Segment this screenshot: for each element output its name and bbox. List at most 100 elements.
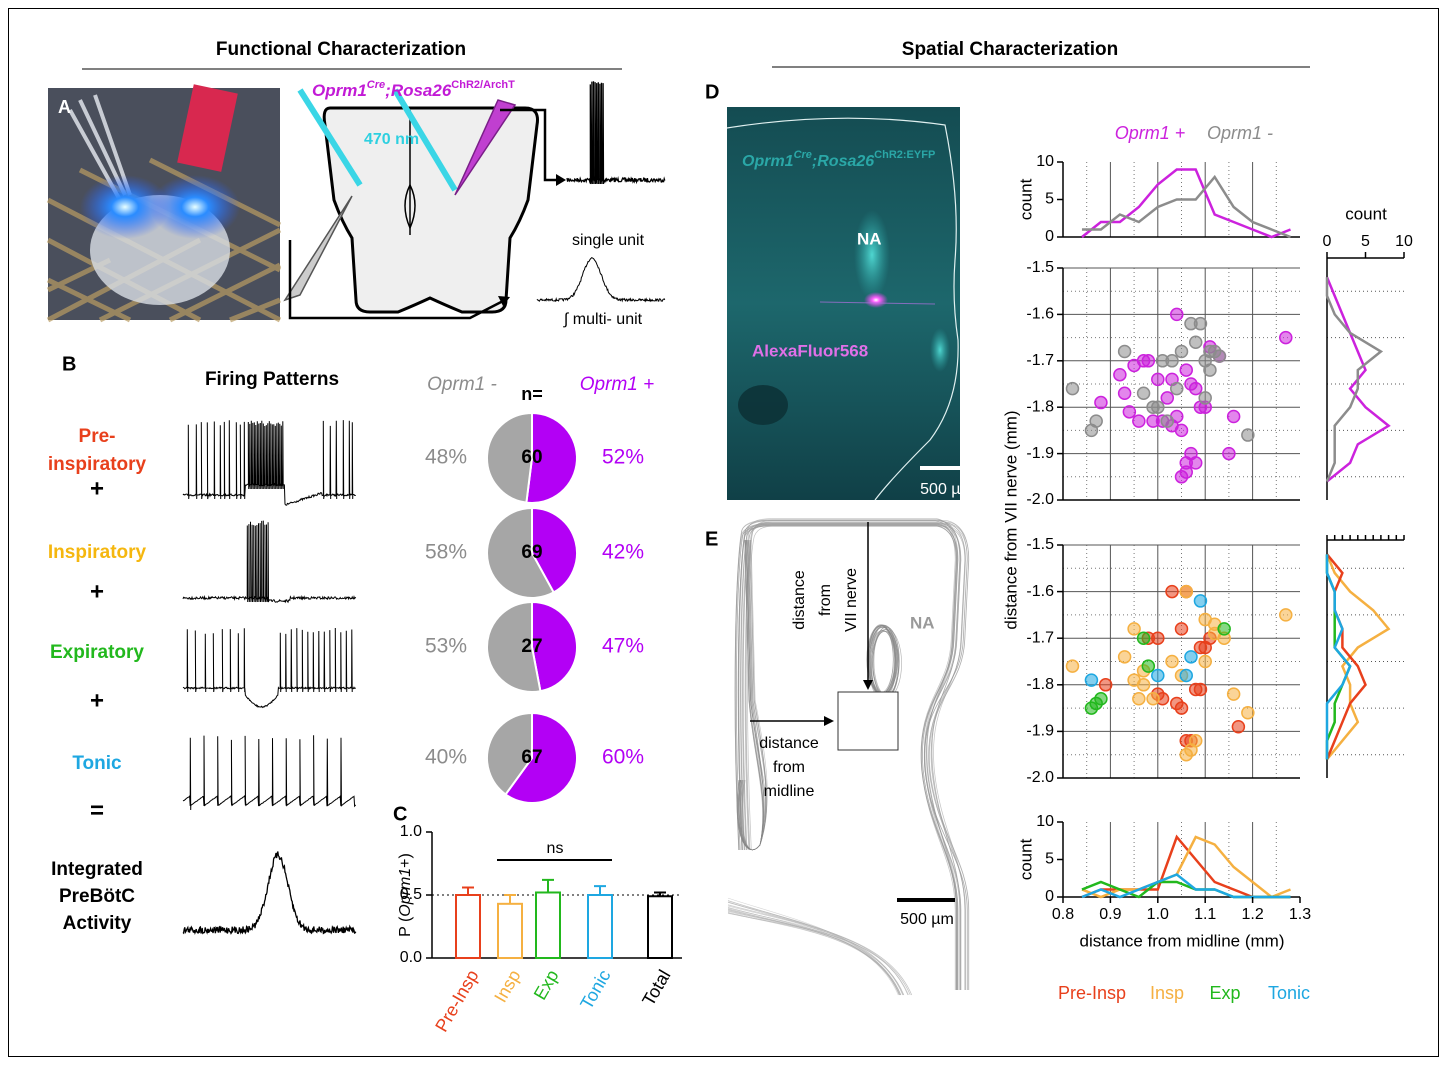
- x-tick-label: 1.3: [1289, 906, 1311, 923]
- label-part: +): [397, 853, 414, 868]
- point: [1152, 669, 1164, 681]
- trace: [183, 521, 356, 603]
- bar: [456, 895, 480, 958]
- point: [1161, 415, 1173, 427]
- point: [1199, 656, 1211, 668]
- superscript: ChR2/ArchT: [451, 79, 515, 91]
- section-title: Spatial Characterization: [902, 39, 1118, 60]
- x-axis-label: count: [1345, 204, 1387, 223]
- y-tick-label: -1.6: [1026, 583, 1054, 600]
- point: [1119, 387, 1131, 399]
- pie-n: 60: [521, 447, 542, 468]
- trace: [537, 258, 665, 301]
- point: [1176, 623, 1188, 635]
- point: [1152, 373, 1164, 385]
- trace-label: single unit: [572, 232, 645, 249]
- outline: [728, 907, 900, 995]
- outline: [728, 909, 901, 995]
- legend-entry: Exp: [1209, 983, 1240, 1003]
- region-label: NA: [857, 229, 882, 248]
- x-tick-label: 10: [1395, 233, 1413, 250]
- pie-percent: 53%: [425, 635, 467, 658]
- point: [1218, 623, 1230, 635]
- point: [1114, 369, 1126, 381]
- panel-label: A: [58, 97, 71, 117]
- point: [1280, 609, 1292, 621]
- y-tick-label: 0.0: [400, 949, 422, 966]
- gene: Oprm1: [742, 153, 794, 170]
- pie-percent: 58%: [425, 541, 467, 564]
- y-axis-label: distance from VII nerve (mm): [1001, 410, 1020, 629]
- histogram-line: [1082, 170, 1291, 238]
- y-tick-label: -1.5: [1026, 259, 1054, 276]
- x-tick-label: Total: [638, 966, 674, 1009]
- panel-label: C: [393, 803, 407, 825]
- trace: [183, 735, 356, 810]
- point: [1194, 595, 1206, 607]
- pie-n: 67: [521, 747, 542, 768]
- x-tick-label: 1.1: [1194, 906, 1216, 923]
- pie-header: Oprm1 +: [580, 374, 654, 395]
- wavelength: 470 nm: [364, 131, 419, 148]
- pie-percent: 52%: [602, 446, 644, 469]
- scale-label: 500 µm: [920, 481, 974, 498]
- pattern-label: Inspiratory: [48, 542, 147, 563]
- pie-percent: 60%: [602, 746, 644, 769]
- pie-percent: 48%: [425, 446, 467, 469]
- slice-schematic: [285, 90, 566, 318]
- pie-percent: 40%: [425, 746, 467, 769]
- point: [1166, 656, 1178, 668]
- point: [1176, 424, 1188, 436]
- point: [1085, 424, 1097, 436]
- point: [1213, 350, 1225, 362]
- point: [1223, 448, 1235, 460]
- outline: [728, 906, 903, 995]
- outline: [728, 910, 901, 995]
- annotation: midline: [764, 783, 815, 800]
- point: [1100, 679, 1112, 691]
- y-tick-label: -2.0: [1026, 769, 1054, 786]
- figure: Functional Characterization Spatial Char…: [0, 0, 1447, 1065]
- outline: [728, 901, 903, 995]
- x-tick-label: Pre-Insp: [431, 966, 482, 1035]
- x-tick-label: 0.8: [1052, 906, 1074, 923]
- pattern-label: Pre-: [79, 426, 116, 447]
- y-tick-label: -1.9: [1026, 723, 1054, 740]
- x-tick-label: 5: [1361, 233, 1370, 250]
- pattern-label: +: [90, 578, 104, 605]
- point: [1161, 392, 1173, 404]
- point: [1242, 707, 1254, 719]
- point: [1138, 679, 1150, 691]
- panel-label: D: [705, 81, 719, 103]
- outline: [728, 908, 904, 995]
- legend-entry: Insp: [1150, 983, 1184, 1003]
- point: [1142, 660, 1154, 672]
- panel-label: B: [62, 353, 76, 375]
- error-bar: [504, 895, 516, 904]
- point: [1204, 364, 1216, 376]
- point: [1180, 364, 1192, 376]
- point: [1228, 688, 1240, 700]
- point: [1280, 332, 1292, 344]
- pattern-label: Tonic: [72, 753, 122, 774]
- point: [1095, 397, 1107, 409]
- pie-n: 69: [521, 542, 542, 563]
- y-tick-label: -1.7: [1026, 352, 1054, 369]
- point: [1119, 346, 1131, 358]
- legend-entry: Pre-Insp: [1058, 983, 1126, 1003]
- bar: [648, 896, 672, 958]
- point: [1190, 383, 1202, 395]
- y-tick-label: 0: [1045, 228, 1054, 245]
- point: [1066, 383, 1078, 395]
- significance-label: ns: [547, 840, 564, 857]
- section-title: Functional Characterization: [216, 39, 466, 60]
- pie-percent: 47%: [602, 635, 644, 658]
- point: [1147, 693, 1159, 705]
- pattern-label: Activity: [63, 913, 132, 934]
- error-bar: [594, 886, 606, 895]
- genotype: Oprm1Cre;Rosa26ChR2/ArchT: [312, 79, 515, 101]
- trace: [183, 852, 356, 934]
- point: [1185, 651, 1197, 663]
- point: [1128, 623, 1140, 635]
- point: [1190, 336, 1202, 348]
